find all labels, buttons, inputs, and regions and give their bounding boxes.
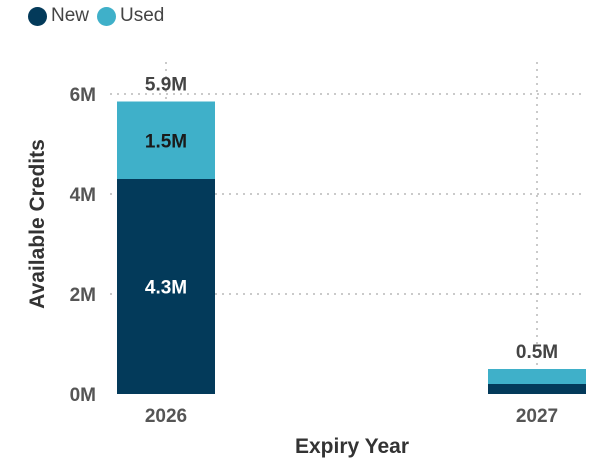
x-axis-title: Expiry Year	[295, 435, 409, 458]
y-axis-title: Available Credits	[26, 139, 49, 309]
total-value-label: 5.9M	[145, 75, 187, 96]
legend-item-used[interactable]: Used	[97, 5, 164, 27]
total-value-label: 0.5M	[516, 342, 558, 363]
x-tick-label: 2027	[516, 406, 558, 427]
segment-value-label: 1.5M	[145, 131, 187, 152]
y-tick-label: 0M	[70, 385, 96, 406]
bar-segment-new-2027	[488, 384, 586, 394]
bar-segment-new-2026	[117, 179, 215, 394]
legend-swatch-new	[28, 6, 47, 26]
segment-value-label: 4.3M	[145, 278, 187, 299]
legend-label-new: New	[51, 5, 90, 26]
y-tick-label: 4M	[70, 185, 96, 206]
bar-segment-used-2027	[488, 369, 586, 384]
legend-item-new[interactable]: New	[28, 5, 89, 27]
bar-segment-used-2026	[117, 101, 215, 179]
legend-swatch-used	[97, 6, 117, 26]
y-tick-label: 2M	[70, 285, 96, 306]
legend: New Used	[28, 5, 172, 27]
y-tick-label: 6M	[70, 85, 96, 106]
x-tick-label: 2026	[145, 406, 187, 427]
legend-label-used: Used	[120, 5, 165, 26]
